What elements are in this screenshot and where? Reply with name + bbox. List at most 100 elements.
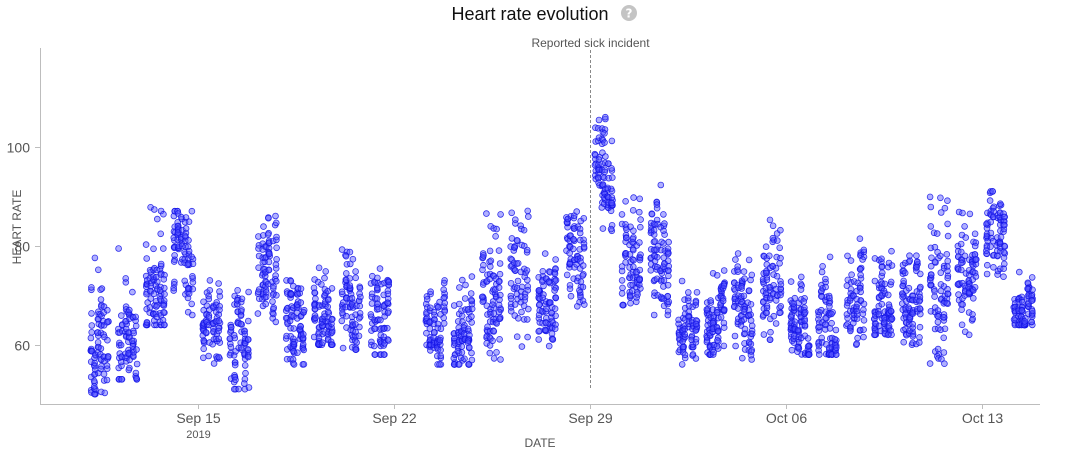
- heart-rate-point: [440, 320, 448, 327]
- heart-rate-point: [160, 302, 168, 309]
- heart-rate-point: [709, 351, 717, 358]
- heart-rate-point: [843, 282, 851, 290]
- heart-rate-point: [151, 206, 158, 213]
- heart-rate-point: [319, 339, 326, 347]
- heart-rate-point: [441, 299, 449, 307]
- heart-rate-point: [660, 240, 667, 247]
- heart-rate-point: [427, 290, 434, 298]
- heart-rate-point: [375, 305, 382, 313]
- heart-rate-point: [496, 335, 503, 343]
- heart-rate-point: [679, 343, 687, 351]
- heart-rate-point: [859, 310, 867, 318]
- heart-rate-point: [160, 210, 167, 218]
- heart-rate-point: [497, 305, 504, 312]
- heart-rate-point: [819, 262, 826, 270]
- heart-rate-point: [104, 353, 112, 361]
- heart-rate-point: [215, 327, 222, 335]
- heart-rate-point: [954, 242, 962, 250]
- heart-rate-point: [1028, 274, 1036, 281]
- heart-rate-point: [990, 208, 997, 215]
- heart-rate-point: [117, 358, 125, 366]
- heart-rate-points: [87, 113, 1036, 398]
- heart-rate-point: [1029, 286, 1036, 294]
- heart-rate-point: [232, 376, 239, 384]
- heart-rate-point: [436, 336, 444, 344]
- heart-rate-point: [857, 271, 864, 279]
- heart-rate-point: [797, 286, 805, 293]
- heart-rate-point: [844, 252, 851, 260]
- heart-rate-point: [601, 139, 608, 146]
- heart-rate-point: [185, 218, 193, 226]
- heart-rate-point: [986, 197, 994, 204]
- heart-rate-point: [514, 259, 522, 267]
- heart-rate-point: [566, 285, 574, 293]
- heart-rate-point: [437, 325, 445, 333]
- heart-rate-point: [496, 315, 503, 323]
- heart-rate-point: [678, 361, 686, 368]
- heart-rate-point: [101, 389, 109, 397]
- heart-rate-point: [741, 325, 749, 333]
- heart-rate-point: [989, 188, 996, 195]
- heart-rate-point: [916, 270, 924, 278]
- heart-rate-point: [822, 275, 829, 283]
- heart-rate-point: [747, 348, 755, 355]
- heart-rate-point: [944, 285, 951, 293]
- heart-rate-point: [776, 309, 783, 317]
- heart-rate-point: [885, 301, 893, 309]
- heart-rate-point: [936, 252, 944, 260]
- heart-rate-point: [273, 291, 280, 299]
- heart-rate-point: [433, 352, 441, 360]
- heart-rate-point: [745, 256, 753, 264]
- x-tick-label: Oct 13: [962, 410, 1003, 426]
- heart-rate-point: [241, 330, 249, 338]
- heart-rate-point: [125, 366, 133, 374]
- heart-rate-point: [189, 285, 197, 293]
- heart-rate-point: [871, 277, 879, 285]
- heart-rate-point: [576, 229, 584, 237]
- heart-rate-point: [665, 249, 672, 257]
- heart-rate-point: [297, 322, 304, 330]
- heart-rate-point: [826, 294, 833, 302]
- heart-rate-point: [857, 265, 864, 273]
- heart-rate-point: [524, 213, 532, 220]
- heart-rate-point: [489, 301, 496, 309]
- heart-rate-point: [289, 356, 297, 363]
- question-circle-icon[interactable]: ?: [621, 5, 637, 21]
- heart-rate-point: [514, 314, 522, 322]
- heart-rate-point: [353, 302, 360, 310]
- heart-rate-point: [630, 227, 637, 235]
- heart-rate-point: [983, 247, 990, 255]
- heart-rate-point: [714, 328, 722, 335]
- heart-rate-point: [828, 351, 835, 358]
- heart-rate-point: [805, 351, 813, 358]
- heart-rate-point: [608, 165, 615, 172]
- heart-rate-point: [260, 223, 267, 230]
- heart-rate-point: [959, 301, 966, 308]
- heart-rate-point: [766, 336, 774, 344]
- heart-rate-point: [629, 263, 637, 271]
- heart-rate-point: [720, 319, 728, 327]
- heart-rate-point: [520, 302, 528, 310]
- heart-rate-point: [608, 199, 616, 207]
- heart-rate-point: [826, 253, 834, 261]
- heart-rate-point: [437, 354, 445, 362]
- heart-rate-point: [521, 293, 529, 301]
- heart-rate-point: [770, 271, 777, 278]
- heart-rate-point: [719, 297, 727, 305]
- heart-rate-point: [684, 289, 692, 296]
- heart-rate-point: [300, 360, 308, 368]
- heart-rate-point: [650, 311, 658, 319]
- heart-rate-point: [205, 314, 213, 321]
- heart-rate-point: [787, 278, 795, 285]
- heart-rate-point: [630, 194, 637, 201]
- heart-rate-point: [483, 210, 490, 217]
- heart-rate-point: [423, 329, 430, 337]
- heart-rate-point: [959, 209, 966, 217]
- incident-annotation: Reported sick incident: [531, 36, 650, 388]
- heart-rate-point: [569, 245, 577, 253]
- heart-rate-point: [888, 247, 895, 255]
- heart-rate-point: [1010, 316, 1018, 323]
- heart-rate-point: [518, 343, 526, 350]
- heart-rate-point: [103, 362, 111, 369]
